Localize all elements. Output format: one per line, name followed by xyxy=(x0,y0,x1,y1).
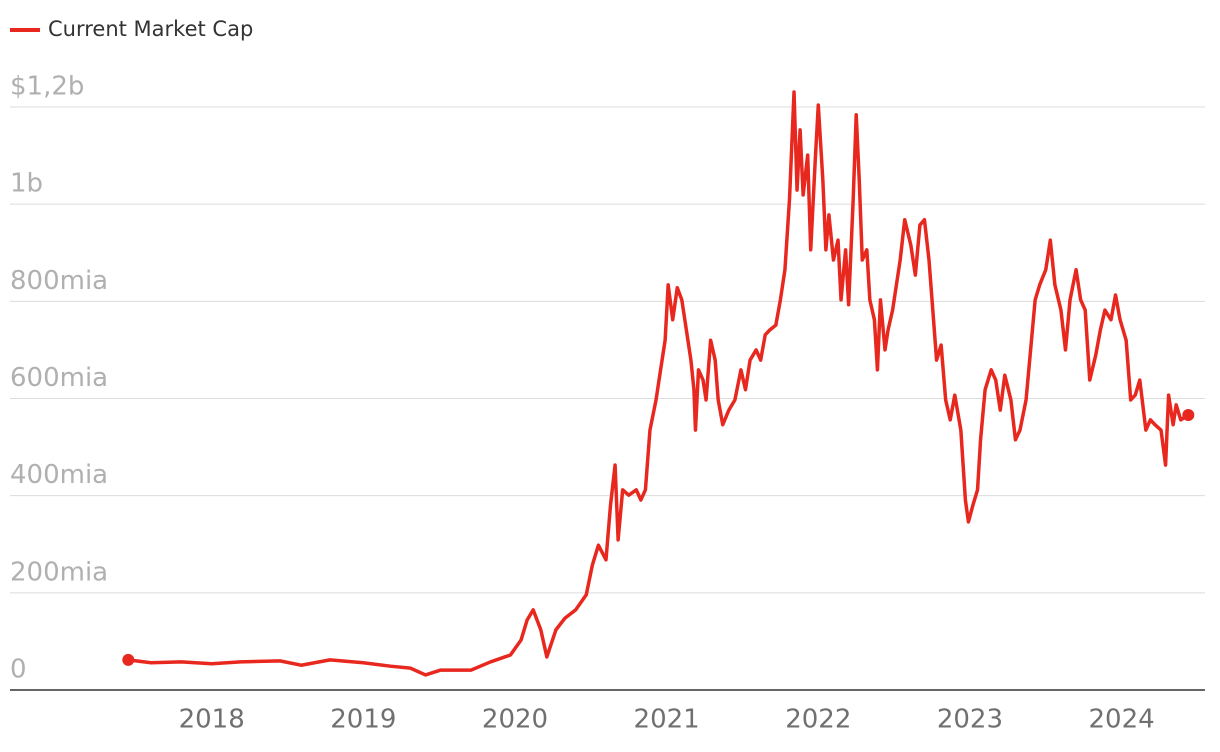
legend: Current Market Cap xyxy=(10,17,253,41)
x-tick-label: 2020 xyxy=(482,705,548,735)
y-tick-label: 200mia xyxy=(10,557,108,587)
end-point xyxy=(122,653,135,666)
x-tick-label: 2021 xyxy=(634,705,700,735)
x-tick-label: 2023 xyxy=(937,705,1003,735)
x-tick-label: 2022 xyxy=(785,705,851,735)
y-tick-label: 400mia xyxy=(10,460,108,490)
x-tick-label: 2018 xyxy=(179,705,245,735)
end-point xyxy=(1182,409,1195,422)
x-tick-label: 2024 xyxy=(1089,705,1155,735)
data-line xyxy=(128,90,1190,677)
y-tick-label: 600mia xyxy=(10,363,108,393)
x-tick-label: 2019 xyxy=(330,705,396,735)
y-tick-label: 0 xyxy=(10,655,27,685)
legend-label: Current Market Cap xyxy=(48,17,253,41)
y-tick-label: $1,2b xyxy=(10,72,84,102)
y-tick-label: 800mia xyxy=(10,266,108,296)
y-tick-label: 1b xyxy=(10,169,43,199)
